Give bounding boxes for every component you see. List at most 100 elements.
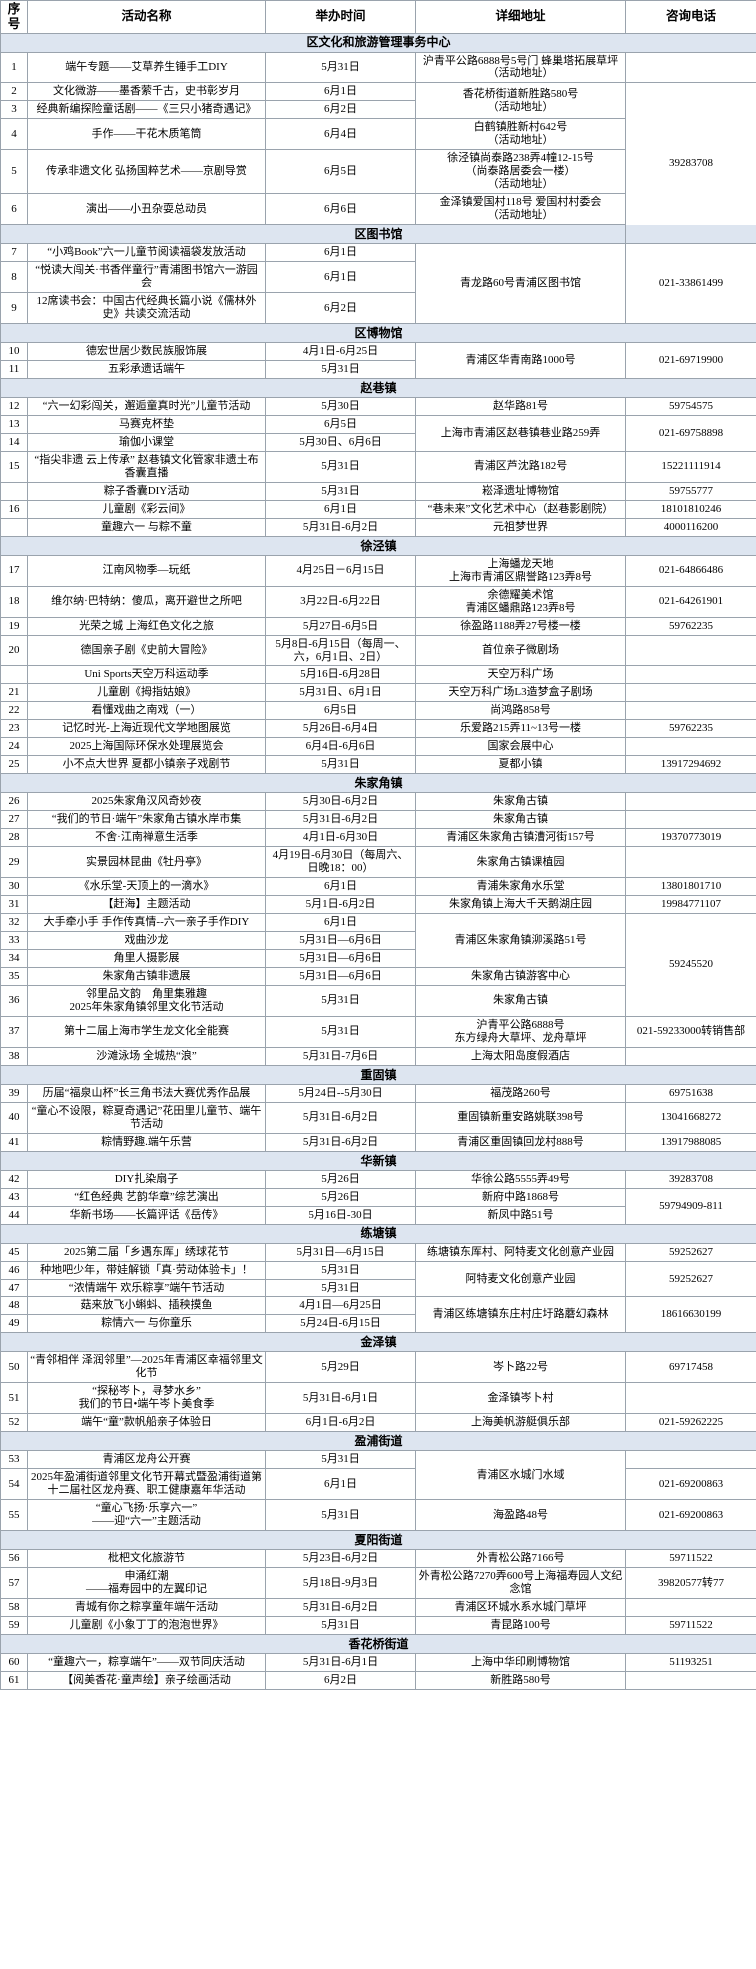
- section-title: 朱家角镇: [0, 773, 756, 794]
- cell-time: 5月31日: [265, 481, 416, 501]
- cell-time: 5月31日-6月2日: [265, 1132, 416, 1152]
- cell-seq: 27: [0, 810, 28, 830]
- section-header-row: 华新镇: [0, 1150, 756, 1171]
- table-row: 14 瑜伽小课堂 5月30日、6月6日: [0, 432, 756, 452]
- cell-phone: 021-33861499: [625, 243, 756, 324]
- cell-time: 4月19日-6月30日（每周六、日晚18：00）: [265, 846, 416, 879]
- table-row: 37 第十二届上海市学生龙文化全能赛 5月31日 沪青平公路6888号 东方绿舟大草坪、…: [0, 1015, 756, 1048]
- cell-activity-name: Uni Sports天空万科运动季: [27, 665, 266, 685]
- section-title: 区文化和旅游管理事务中心: [0, 32, 756, 53]
- cell-address: 沪青平公路6888号 东方绿舟大草坪、龙舟草坪: [415, 1015, 626, 1048]
- cell-seq: 5: [0, 149, 28, 195]
- cell-time: 5月31日: [265, 1450, 416, 1470]
- cell-time: 6月4日: [265, 118, 416, 151]
- cell-seq: 25: [0, 755, 28, 775]
- section-title: 香花桥街道: [0, 1633, 756, 1654]
- table-row: 18 维尔纳·巴特纳：傻瓜，离开避世之所吧 3月22日-6月22日 余德耀美术馆 青浦区…: [0, 585, 756, 618]
- cell-activity-name: 2025年盈浦街道邻里文化节开幕式暨盈浦街道第十二届社区龙舟赛、职工健康嘉年华活…: [27, 1468, 266, 1501]
- table-row: 23 记忆时光-上海近现代文学地图展览 5月26日-6月4日 乐爱路215弄11~13…: [0, 719, 756, 739]
- cell-time: 6月5日: [265, 414, 416, 434]
- cell-address: 赵华路81号: [415, 396, 626, 416]
- cell-address: 香花桥街道新胜路580号 （活动地址）: [415, 82, 626, 120]
- cell-activity-name: 第十二届上海市学生龙文化全能赛: [27, 1015, 266, 1048]
- cell-address: 崧泽遗址博物馆: [415, 481, 626, 501]
- table-row: 54 2025年盈浦街道邻里文化节开幕式暨盈浦街道第十二届社区龙舟赛、职工健康嘉年…: [0, 1468, 756, 1501]
- cell-phone: 59762235: [625, 616, 756, 636]
- table-row: 38 沙滩泳场 全城热“浪” 5月31日-7月6日 上海太阳岛度假酒店: [0, 1046, 756, 1066]
- cell-time: 5月31日—6月6日: [265, 931, 416, 950]
- cell-address: “巷未来”文化艺术中心（赵巷影剧院）: [415, 499, 626, 519]
- table-row: 25 小不点大世界 夏都小镇亲子戏剧节 5月31日 夏都小镇 13917294692: [0, 755, 756, 775]
- cell-time: 6月1日: [265, 499, 416, 519]
- cell-activity-name: 儿童剧《小象丁丁的泡泡世界》: [27, 1615, 266, 1635]
- cell-seq: 18: [0, 585, 28, 618]
- cell-address: 福茂路260号: [415, 1083, 626, 1103]
- table-row: 5 传承非遗文化 弘扬国粹艺术——京剧导赏 6月5日 徐泾镇尚泰路238弄4幢12-1…: [0, 149, 756, 195]
- cell-address: 国家会展中心: [415, 737, 626, 757]
- cell-seq: 7: [0, 243, 28, 263]
- cell-seq: 46: [0, 1260, 28, 1280]
- table-row: 19 光荣之城 上海红色文化之旅 5月27日-6月5日 徐盈路1188弄27号楼一楼 5…: [0, 616, 756, 636]
- cell-phone: 39283708: [625, 1169, 756, 1189]
- section-header-row: 夏阳街道: [0, 1530, 756, 1551]
- cell-seq: [0, 517, 28, 537]
- cell-phone: [625, 1450, 756, 1470]
- cell-activity-name: 大手牵小手 手作传真情--六一亲子手作DIY: [27, 913, 266, 933]
- cell-seq: 9: [0, 292, 28, 324]
- cell-time: 5月31日-6月1日: [265, 1382, 416, 1415]
- cell-address: 外青松公路7270弄600号上海福寿园人文纪念馆: [415, 1567, 626, 1599]
- cell-phone: 69751638: [625, 1083, 756, 1103]
- cell-address: 青浦区重固镇回龙村888号: [415, 1132, 626, 1152]
- cell-address: 朱家角古镇课植园: [415, 846, 626, 879]
- cell-address: 上海美帆游艇俱乐部: [415, 1413, 626, 1433]
- cell-address: 金泽镇岑卜村: [415, 1382, 626, 1415]
- cell-seq: 55: [0, 1499, 28, 1532]
- section-title: 金泽镇: [0, 1332, 756, 1353]
- column-header-phone: 咨询电话: [625, 0, 756, 34]
- cell-activity-name: “红色经典 艺韵华章”综艺演出: [27, 1187, 266, 1207]
- cell-address: 新府中路1868号: [415, 1187, 626, 1207]
- cell-time: 4月25日－6月15日: [265, 554, 416, 587]
- cell-activity-name: 【赶海】主题活动: [27, 895, 266, 915]
- cell-seq: 12: [0, 396, 28, 416]
- cell-seq: 61: [0, 1670, 28, 1690]
- table-row: 41 粽情野趣.端午乐营 5月31日-6月2日 青浦区重固镇回龙村888号 139179…: [0, 1132, 756, 1152]
- cell-activity-name: 《水乐堂-天顶上的一滴水》: [27, 877, 266, 897]
- column-header-seq: 序号: [0, 0, 28, 34]
- cell-address: 余德耀美术馆 青浦区蟠鼎路123弄8号: [415, 585, 626, 618]
- table-row: 59 儿童剧《小象丁丁的泡泡世界》 5月31日 青昆路100号 59711522: [0, 1615, 756, 1635]
- table-row: 30 《水乐堂-天顶上的一滴水》 6月1日 青浦朱家角水乐堂 13801801710: [0, 877, 756, 897]
- section-header-row: 徐泾镇: [0, 535, 756, 556]
- cell-activity-name: 德国亲子剧《史前大冒险》: [27, 634, 266, 667]
- cell-phone: 13041668272: [625, 1101, 756, 1134]
- cell-time: 6月4日-6月6日: [265, 737, 416, 757]
- cell-seq: 52: [0, 1413, 28, 1433]
- table-row: 61 【阅美香花·童声绘】亲子绘画活动 6月2日 新胜路580号: [0, 1670, 756, 1690]
- section-header-row: 区文化和旅游管理事务中心: [0, 32, 756, 53]
- table-row: 26 2025朱家角汉风奇妙夜 5月30日-6月2日 朱家角古镇: [0, 792, 756, 812]
- table-row: 31 【赶海】主题活动 5月1日-6月2日 朱家角镇上海大千天鹅湖庄园 19984771…: [0, 895, 756, 915]
- cell-phone: [625, 737, 756, 757]
- cell-activity-name: 小不点大世界 夏都小镇亲子戏剧节: [27, 755, 266, 775]
- cell-time: 5月16日-6月28日: [265, 665, 416, 685]
- section-header-row: 重固镇: [0, 1064, 756, 1085]
- table-row: 35 朱家角古镇非遗展 5月31日—6月6日 朱家角古镇游客中心: [0, 966, 756, 986]
- cell-seq: 20: [0, 634, 28, 667]
- cell-address: 朱家角古镇: [415, 792, 626, 812]
- cell-activity-name: 不舍·江南禅意生活季: [27, 828, 266, 848]
- table-row: Uni Sports天空万科运动季 5月16日-6月28日 天空万科广场: [0, 665, 756, 685]
- cell-activity-name: 记忆时光-上海近现代文学地图展览: [27, 719, 266, 739]
- cell-seq: 15: [0, 450, 28, 483]
- table-row: 57 申涌红潮 ——福寿园中的左翼印记 5月18日-9月3日 外青松公路7270弄600…: [0, 1567, 756, 1599]
- cell-time: 4月1日-6月25日: [265, 342, 416, 361]
- table-row: 15 “指尖非遗 云上传承” 赵巷镇文化管家非遗土布香囊直播 5月31日 青浦区芦沈路…: [0, 450, 756, 483]
- cell-phone: 021-69200863: [625, 1468, 756, 1501]
- cell-address: 青浦朱家角水乐堂: [415, 877, 626, 897]
- cell-time: 5月31日—6月6日: [265, 949, 416, 968]
- cell-activity-name: DIY扎染扇子: [27, 1169, 266, 1189]
- table-row: 3 经典新编探险童话剧——《三只小猪奇遇记》 6月2日: [0, 100, 756, 120]
- cell-phone: 19984771107: [625, 895, 756, 915]
- table-row: 56 枇杷文化旅游节 5月23日-6月2日 外青松公路7166号 59711522: [0, 1549, 756, 1569]
- cell-activity-name: 维尔纳·巴特纳：傻瓜，离开避世之所吧: [27, 585, 266, 618]
- cell-time: 6月2日: [265, 1670, 416, 1690]
